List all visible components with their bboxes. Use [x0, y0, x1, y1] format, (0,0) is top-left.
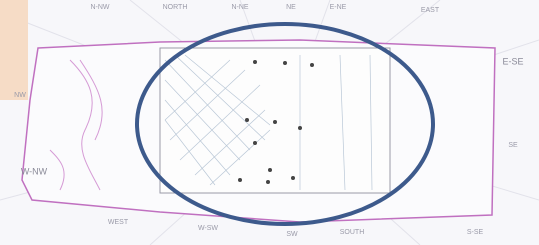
compass-label: N-NE: [231, 4, 248, 11]
compass-label: NW: [14, 92, 26, 99]
page: {"labels": ["N-NW", "NORTH", "N-NE", "NE…: [0, 0, 539, 245]
compass-label: NE: [286, 4, 296, 11]
compass-label: SE: [508, 142, 518, 149]
compass-label: SW: [286, 231, 298, 238]
compass-label: W-NW: [21, 166, 48, 176]
compass-label: SOUTH: [340, 229, 365, 236]
compass-label: E-NE: [330, 4, 347, 11]
compass-label: WEST: [108, 219, 129, 226]
compass-label: S-SE: [467, 229, 484, 236]
map: N-NW NORTH N-NE NE E-NE EAST E-SE SE S-SE SOUTH SW…: [0, 0, 539, 245]
compass-label: EAST: [421, 7, 440, 14]
compass-label: W-SW: [198, 225, 218, 232]
compass-label: NORTH: [163, 4, 188, 11]
corner-panel: [0, 0, 28, 100]
compass-label: E-SE: [502, 56, 523, 66]
compass-label: N-NW: [90, 4, 109, 11]
